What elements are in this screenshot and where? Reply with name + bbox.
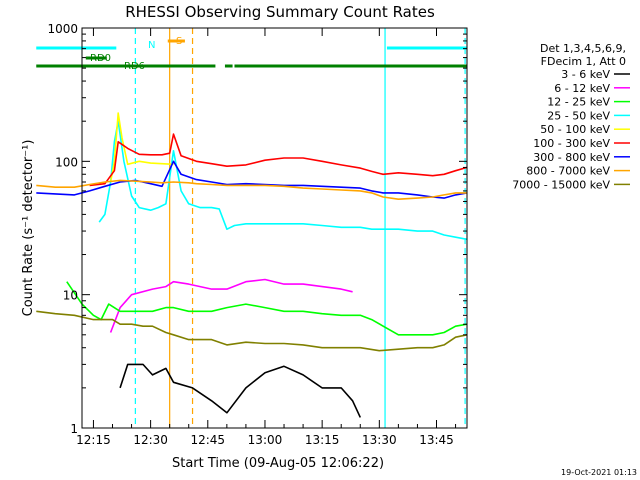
legend-label-2: 12 - 25 keV	[547, 96, 610, 109]
legend-label-0: 3 - 6 keV	[561, 68, 610, 81]
y-tick-label-0: 1	[70, 422, 78, 436]
attenuator-annotations: NSRD0RD6	[36, 36, 467, 72]
series-line-2	[66, 281, 468, 336]
series-lines	[36, 112, 468, 418]
series-line-5	[89, 133, 468, 187]
legend-label-3: 25 - 50 keV	[547, 109, 610, 122]
series-line-3	[98, 120, 468, 241]
legend-header-line-1: FDecim 1, Att 0	[541, 55, 626, 68]
annotation-label-rd6: RD6	[124, 61, 145, 72]
x-tick-label-4: 13:15	[305, 433, 340, 447]
plot-frame	[81, 27, 468, 429]
x-tick-label-6: 13:45	[419, 433, 454, 447]
x-tick-label-3: 13:00	[248, 433, 283, 447]
series-line-7	[36, 179, 467, 200]
legend-label-5: 100 - 300 keV	[533, 137, 610, 150]
y-tick-label-1: 10	[63, 289, 78, 303]
y-axis-label: Count Rate (s⁻¹ detector⁻¹)	[21, 140, 36, 317]
legend-label-8: 7000 - 15000 keV	[512, 178, 610, 191]
legend-header-line-0: Det 1,3,4,5,6,9,	[540, 42, 626, 55]
x-axis-label: Start Time (09-Aug-05 12:06:22)	[172, 456, 384, 471]
y-axis: 1 10 100 1000	[47, 22, 467, 436]
x-axis: 12:15 12:30 12:45 13:00 13:15 13:30 13:45	[76, 28, 457, 447]
series-line-6	[36, 160, 468, 199]
x-tick-label-5: 13:30	[362, 433, 397, 447]
y-tick-label-2: 100	[55, 155, 78, 169]
series-line-4	[109, 112, 174, 183]
event-vertical-lines	[134, 28, 466, 428]
series-line-8	[36, 310, 468, 352]
legend-label-6: 300 - 800 keV	[533, 151, 610, 164]
x-tick-label-1: 12:30	[133, 433, 168, 447]
legend-label-1: 6 - 12 keV	[554, 82, 610, 95]
x-tick-label-2: 12:45	[190, 433, 225, 447]
timestamp: 19-Oct-2021 01:13	[561, 468, 637, 477]
x-tick-label-0: 12:15	[76, 433, 111, 447]
annotation-label-s: S	[176, 36, 182, 47]
annotation-label-n: N	[148, 40, 155, 51]
series-line-1	[109, 278, 353, 333]
y-tick-label-3: 1000	[47, 22, 78, 36]
legend-label-7: 800 - 7000 keV	[526, 165, 610, 178]
legend-label-4: 50 - 100 keV	[540, 123, 610, 136]
series-line-0	[119, 363, 362, 418]
legend: Det 1,3,4,5,6,9,FDecim 1, Att 03 - 6 keV…	[512, 42, 630, 191]
chart-title: RHESSI Observing Summary Count Rates	[125, 3, 435, 21]
